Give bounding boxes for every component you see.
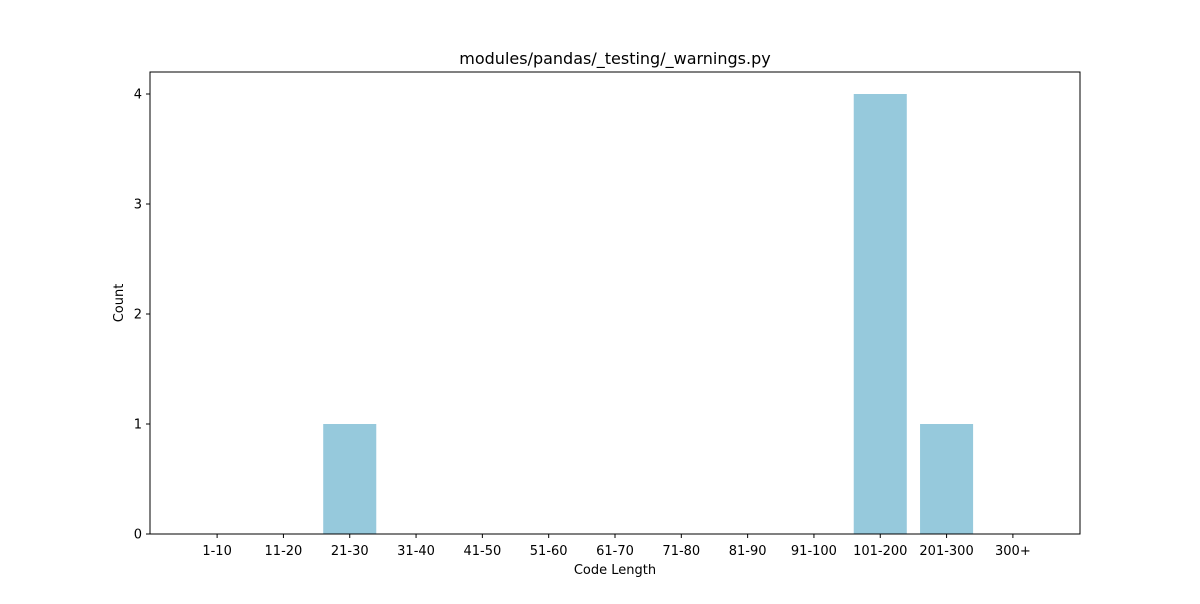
x-tick-label: 71-80 <box>662 544 700 559</box>
x-tick-label: 11-20 <box>265 544 303 559</box>
x-tick-label: 31-40 <box>397 544 435 559</box>
bar-201-300 <box>920 424 974 534</box>
x-tick-label: 201-300 <box>919 544 973 559</box>
y-tick-label: 0 <box>134 528 142 543</box>
y-axis-label: Count <box>112 284 127 323</box>
x-tick-label: 91-100 <box>791 544 837 559</box>
x-tick-label: 101-200 <box>853 544 907 559</box>
x-axis: 1-10 11-20 21-30 31-40 41-50 51-60 61-70 71-80 8… <box>202 534 1031 559</box>
bars-layer <box>323 94 974 534</box>
x-tick-label: 51-60 <box>530 544 568 559</box>
bar-21-30 <box>323 424 377 534</box>
chart-title: modules/pandas/_testing/_warnings.py <box>459 49 770 69</box>
y-tick-label: 1 <box>134 418 142 433</box>
y-tick-label: 4 <box>134 88 142 103</box>
x-tick-label: 300+ <box>995 544 1031 559</box>
x-axis-label: Code Length <box>574 563 656 578</box>
y-tick-label: 3 <box>134 198 142 213</box>
x-tick-label: 81-90 <box>729 544 767 559</box>
x-tick-label: 1-10 <box>202 544 232 559</box>
x-tick-label: 21-30 <box>331 544 369 559</box>
y-axis: 0 1 2 3 4 <box>134 88 150 543</box>
bar-101-200 <box>853 94 907 534</box>
x-tick-label: 61-70 <box>596 544 634 559</box>
x-tick-label: 41-50 <box>463 544 501 559</box>
y-tick-label: 2 <box>134 308 142 323</box>
